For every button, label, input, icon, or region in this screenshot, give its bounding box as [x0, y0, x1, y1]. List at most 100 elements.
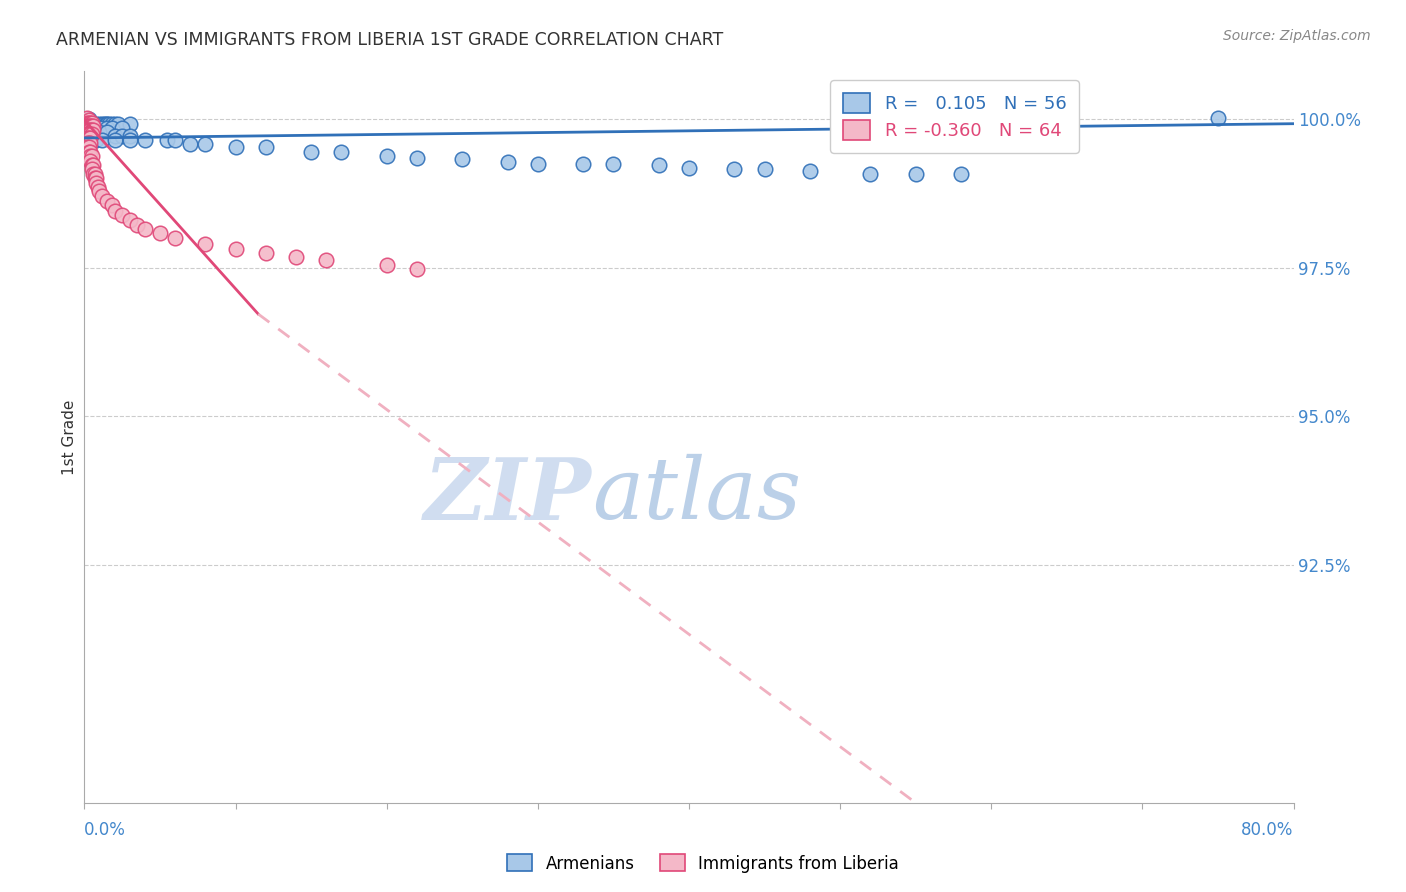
Point: [80, 149, 103, 163]
Point: [225, 140, 247, 154]
Point: [315, 253, 337, 268]
Legend: Armenians, Immigrants from Liberia: Armenians, Immigrants from Liberia: [501, 847, 905, 880]
Point: [82, 158, 104, 172]
Point: [82, 119, 104, 133]
Point: [89, 117, 111, 131]
Point: [406, 261, 429, 276]
Point: [451, 153, 474, 167]
Point: [156, 133, 179, 147]
Point: [104, 128, 127, 143]
Point: [80, 116, 103, 130]
Point: [94, 117, 117, 131]
Point: [97, 117, 120, 131]
Text: ZIP: ZIP: [425, 454, 592, 537]
Point: [80, 120, 103, 135]
Point: [950, 167, 973, 181]
Point: [194, 236, 217, 251]
Point: [77, 127, 100, 141]
Point: [111, 208, 134, 222]
Point: [602, 156, 624, 170]
Point: [79, 116, 101, 130]
Text: ARMENIAN VS IMMIGRANTS FROM LIBERIA 1ST GRADE CORRELATION CHART: ARMENIAN VS IMMIGRANTS FROM LIBERIA 1ST …: [56, 31, 724, 49]
Point: [77, 122, 100, 136]
Point: [77, 113, 100, 128]
Point: [179, 136, 201, 151]
Point: [77, 136, 100, 150]
Point: [76, 140, 98, 154]
Point: [96, 125, 118, 139]
Point: [165, 133, 187, 147]
Point: [76, 111, 98, 125]
Point: [1206, 111, 1229, 125]
Point: [86, 171, 108, 186]
Point: [79, 149, 101, 163]
Point: [100, 120, 122, 135]
Point: [91, 120, 114, 135]
Point: [111, 120, 134, 135]
Point: [79, 119, 101, 133]
Point: [678, 161, 700, 175]
Point: [86, 133, 108, 147]
Point: [79, 136, 101, 150]
Text: 80.0%: 80.0%: [1241, 821, 1294, 838]
Point: [194, 136, 217, 151]
Point: [375, 149, 398, 163]
Point: [77, 116, 100, 130]
Point: [254, 245, 277, 260]
Point: [87, 180, 110, 194]
Point: [96, 194, 118, 208]
Point: [77, 145, 100, 159]
Point: [100, 117, 122, 131]
Point: [77, 112, 100, 126]
Point: [754, 162, 776, 177]
Y-axis label: 1st Grade: 1st Grade: [62, 400, 77, 475]
Point: [96, 120, 118, 135]
Point: [111, 128, 134, 143]
Point: [76, 131, 98, 145]
Point: [118, 117, 141, 131]
Point: [76, 136, 98, 150]
Point: [104, 204, 127, 219]
Point: [77, 140, 100, 154]
Point: [77, 131, 100, 145]
Point: [84, 120, 107, 135]
Point: [118, 128, 141, 143]
Point: [118, 133, 141, 147]
Point: [80, 119, 103, 133]
Point: [89, 120, 111, 135]
Point: [299, 145, 322, 159]
Point: [89, 185, 111, 199]
Point: [527, 156, 550, 170]
Point: [89, 125, 111, 139]
Point: [91, 189, 114, 203]
Point: [406, 151, 429, 165]
Point: [859, 167, 882, 181]
Point: [104, 117, 127, 131]
Point: [79, 131, 101, 145]
Point: [134, 222, 156, 236]
Point: [79, 153, 101, 168]
Point: [723, 162, 745, 177]
Point: [77, 119, 100, 133]
Point: [134, 133, 156, 147]
Point: [79, 127, 101, 141]
Point: [82, 167, 104, 181]
Point: [254, 140, 277, 154]
Point: [100, 198, 122, 212]
Point: [118, 213, 141, 227]
Point: [149, 226, 172, 240]
Point: [104, 133, 127, 147]
Point: [76, 116, 98, 130]
Point: [80, 162, 103, 177]
Point: [127, 218, 149, 232]
Point: [80, 122, 103, 136]
Point: [96, 117, 118, 131]
Point: [82, 122, 104, 136]
Legend: R =   0.105   N = 56, R = -0.360   N = 64: R = 0.105 N = 56, R = -0.360 N = 64: [831, 80, 1078, 153]
Point: [648, 158, 671, 172]
Point: [165, 231, 187, 245]
Point: [76, 122, 98, 136]
Point: [330, 145, 353, 159]
Point: [79, 122, 101, 136]
Text: atlas: atlas: [592, 454, 801, 537]
